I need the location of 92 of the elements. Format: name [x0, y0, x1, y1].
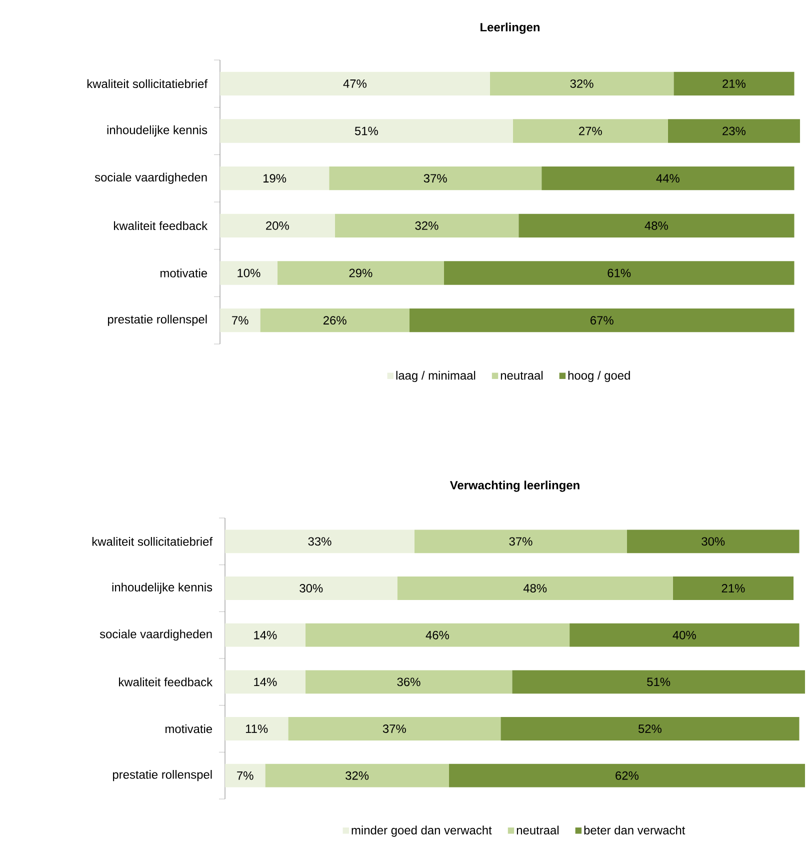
y-tick-label: kwaliteit feedback — [119, 678, 213, 686]
bar — [570, 623, 800, 647]
data-label: 37% — [382, 724, 406, 733]
y-tick-label: inhoudelijke kennis — [112, 582, 212, 594]
bar — [490, 72, 674, 96]
bar — [512, 119, 668, 143]
bar — [220, 214, 335, 238]
data-label: 30% — [300, 584, 323, 592]
data-label: 21% — [722, 584, 745, 592]
data-label: 14% — [254, 678, 277, 686]
data-label: 11% — [246, 724, 268, 733]
bar — [225, 670, 306, 694]
y-tick-label: prestatie rollenspel — [112, 770, 212, 782]
data-label: 7% — [237, 771, 254, 780]
bar — [220, 72, 490, 96]
bar — [220, 119, 513, 143]
y-tick-label: kwaliteit sollicitatiebrief — [92, 537, 213, 546]
bar — [288, 717, 501, 740]
y-tick-label: sociale vaardigheden — [94, 172, 207, 184]
data-label: 23% — [722, 126, 746, 136]
bar — [220, 261, 278, 285]
bar — [444, 261, 794, 285]
y-tick-label: inhoudelijke kennis — [107, 125, 208, 137]
data-label: 61% — [608, 268, 631, 278]
legend-label: neutraal — [516, 826, 559, 834]
chart-title: Leerlingen — [480, 22, 540, 34]
legend-label: laag / minimaal — [396, 370, 476, 382]
data-label: 7% — [232, 316, 248, 325]
data-label: 33% — [308, 537, 332, 546]
bar — [674, 72, 794, 96]
data-label: 32% — [570, 79, 594, 88]
data-label: 37% — [509, 537, 532, 546]
data-label: 26% — [323, 316, 346, 325]
bar — [225, 576, 398, 600]
bar — [220, 308, 260, 332]
data-label: 46% — [426, 630, 450, 640]
y-tick-label: motivatie — [166, 724, 212, 734]
data-label: 21% — [722, 79, 746, 88]
y-tick-label: motivatie — [160, 268, 208, 278]
bar — [542, 166, 794, 190]
data-label: 51% — [354, 126, 378, 136]
bar — [220, 166, 330, 190]
data-label: 30% — [702, 537, 725, 546]
bar — [277, 261, 444, 285]
data-label: 19% — [264, 174, 286, 183]
data-label: 32% — [415, 221, 438, 230]
data-label: 67% — [590, 316, 614, 325]
bar — [225, 764, 266, 788]
bar — [518, 214, 794, 238]
data-label: 44% — [656, 174, 680, 183]
bar — [329, 166, 542, 190]
data-label: 47% — [343, 79, 366, 88]
y-tick-label: sociale vaardigheden — [100, 630, 212, 641]
bar — [668, 119, 800, 143]
bar — [410, 308, 794, 332]
data-label: 48% — [523, 584, 547, 592]
data-label: 20% — [266, 221, 289, 230]
y-tick-label: kwaliteit sollicitatiebrief — [87, 79, 208, 88]
legend-label: beter dan verwacht — [584, 826, 686, 834]
y-tick-label: prestatie rollenspel — [108, 314, 207, 326]
bar — [305, 670, 512, 694]
bar — [260, 308, 410, 332]
legend-label: neutraal — [500, 370, 543, 380]
legend-label: minder goed dan verwacht — [352, 826, 492, 837]
data-label: 14% — [254, 630, 277, 640]
legend-label: hoog / goed — [568, 370, 630, 382]
data-label: 10% — [238, 268, 260, 278]
data-label: 29% — [349, 268, 372, 278]
bar — [397, 576, 673, 600]
bar — [414, 530, 627, 554]
data-label: 36% — [397, 678, 420, 686]
bar — [334, 214, 519, 238]
bar — [626, 530, 800, 554]
data-label: 48% — [644, 221, 668, 230]
bar — [672, 576, 794, 600]
bar — [305, 623, 570, 647]
bar — [225, 717, 288, 740]
data-label: 40% — [672, 630, 696, 640]
data-label: 32% — [346, 771, 369, 780]
bar — [265, 764, 449, 788]
bar — [500, 717, 800, 740]
bar — [448, 764, 806, 788]
data-label: 51% — [647, 678, 670, 686]
bar — [225, 530, 415, 554]
data-label: 62% — [616, 771, 639, 780]
bar — [225, 623, 306, 647]
data-label: 52% — [638, 724, 662, 733]
bar — [512, 670, 806, 694]
chart-title: Verwachting leerlingen — [450, 480, 580, 492]
y-tick-label: kwaliteit feedback — [114, 221, 208, 230]
data-label: 27% — [579, 126, 602, 136]
data-label: 37% — [424, 174, 447, 183]
